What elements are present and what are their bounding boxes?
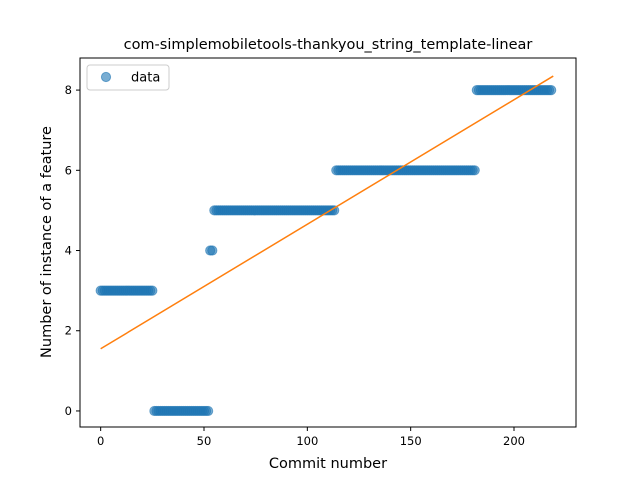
scatter-point-52 [203,405,214,417]
x-tick-label-150: 150 [400,434,422,448]
legend-marker-data [100,71,112,83]
x-tick-label-200: 200 [503,434,525,448]
y-axis-ticks: 0 2 4 6 8 [65,83,80,418]
axes-frame [79,57,577,428]
plot-area: 0 50 100 150 200 0 2 4 6 8 [65,57,577,448]
scatter-point-54 [207,245,218,256]
scatter-point-218 [546,84,557,96]
x-axis-label: Commit number [269,456,387,472]
axes-background [80,58,576,427]
chart-title: com-simplemobiletools-thankyou_string_te… [124,37,533,53]
x-tick-label-0: 0 [97,434,104,448]
x-axis-ticks: 0 50 100 150 200 [97,427,525,448]
y-tick-label-4: 4 [65,244,72,258]
legend-label-data: data [131,71,160,86]
legend-frame [86,64,170,91]
legend: data [86,64,170,91]
y-tick-label-8: 8 [65,83,72,97]
data-layer [95,75,557,417]
y-axis-label: Number of instance of a feature [39,126,55,358]
scatter-point-181 [469,165,480,176]
y-tick-label-2: 2 [65,324,72,338]
y-tick-label-0: 0 [65,404,72,418]
x-tick-label-100: 100 [296,434,318,448]
y-tick-label-6: 6 [65,163,72,177]
scatter-point-25 [147,285,158,296]
fit-line [100,75,554,350]
x-tick-label-50: 50 [197,434,212,448]
